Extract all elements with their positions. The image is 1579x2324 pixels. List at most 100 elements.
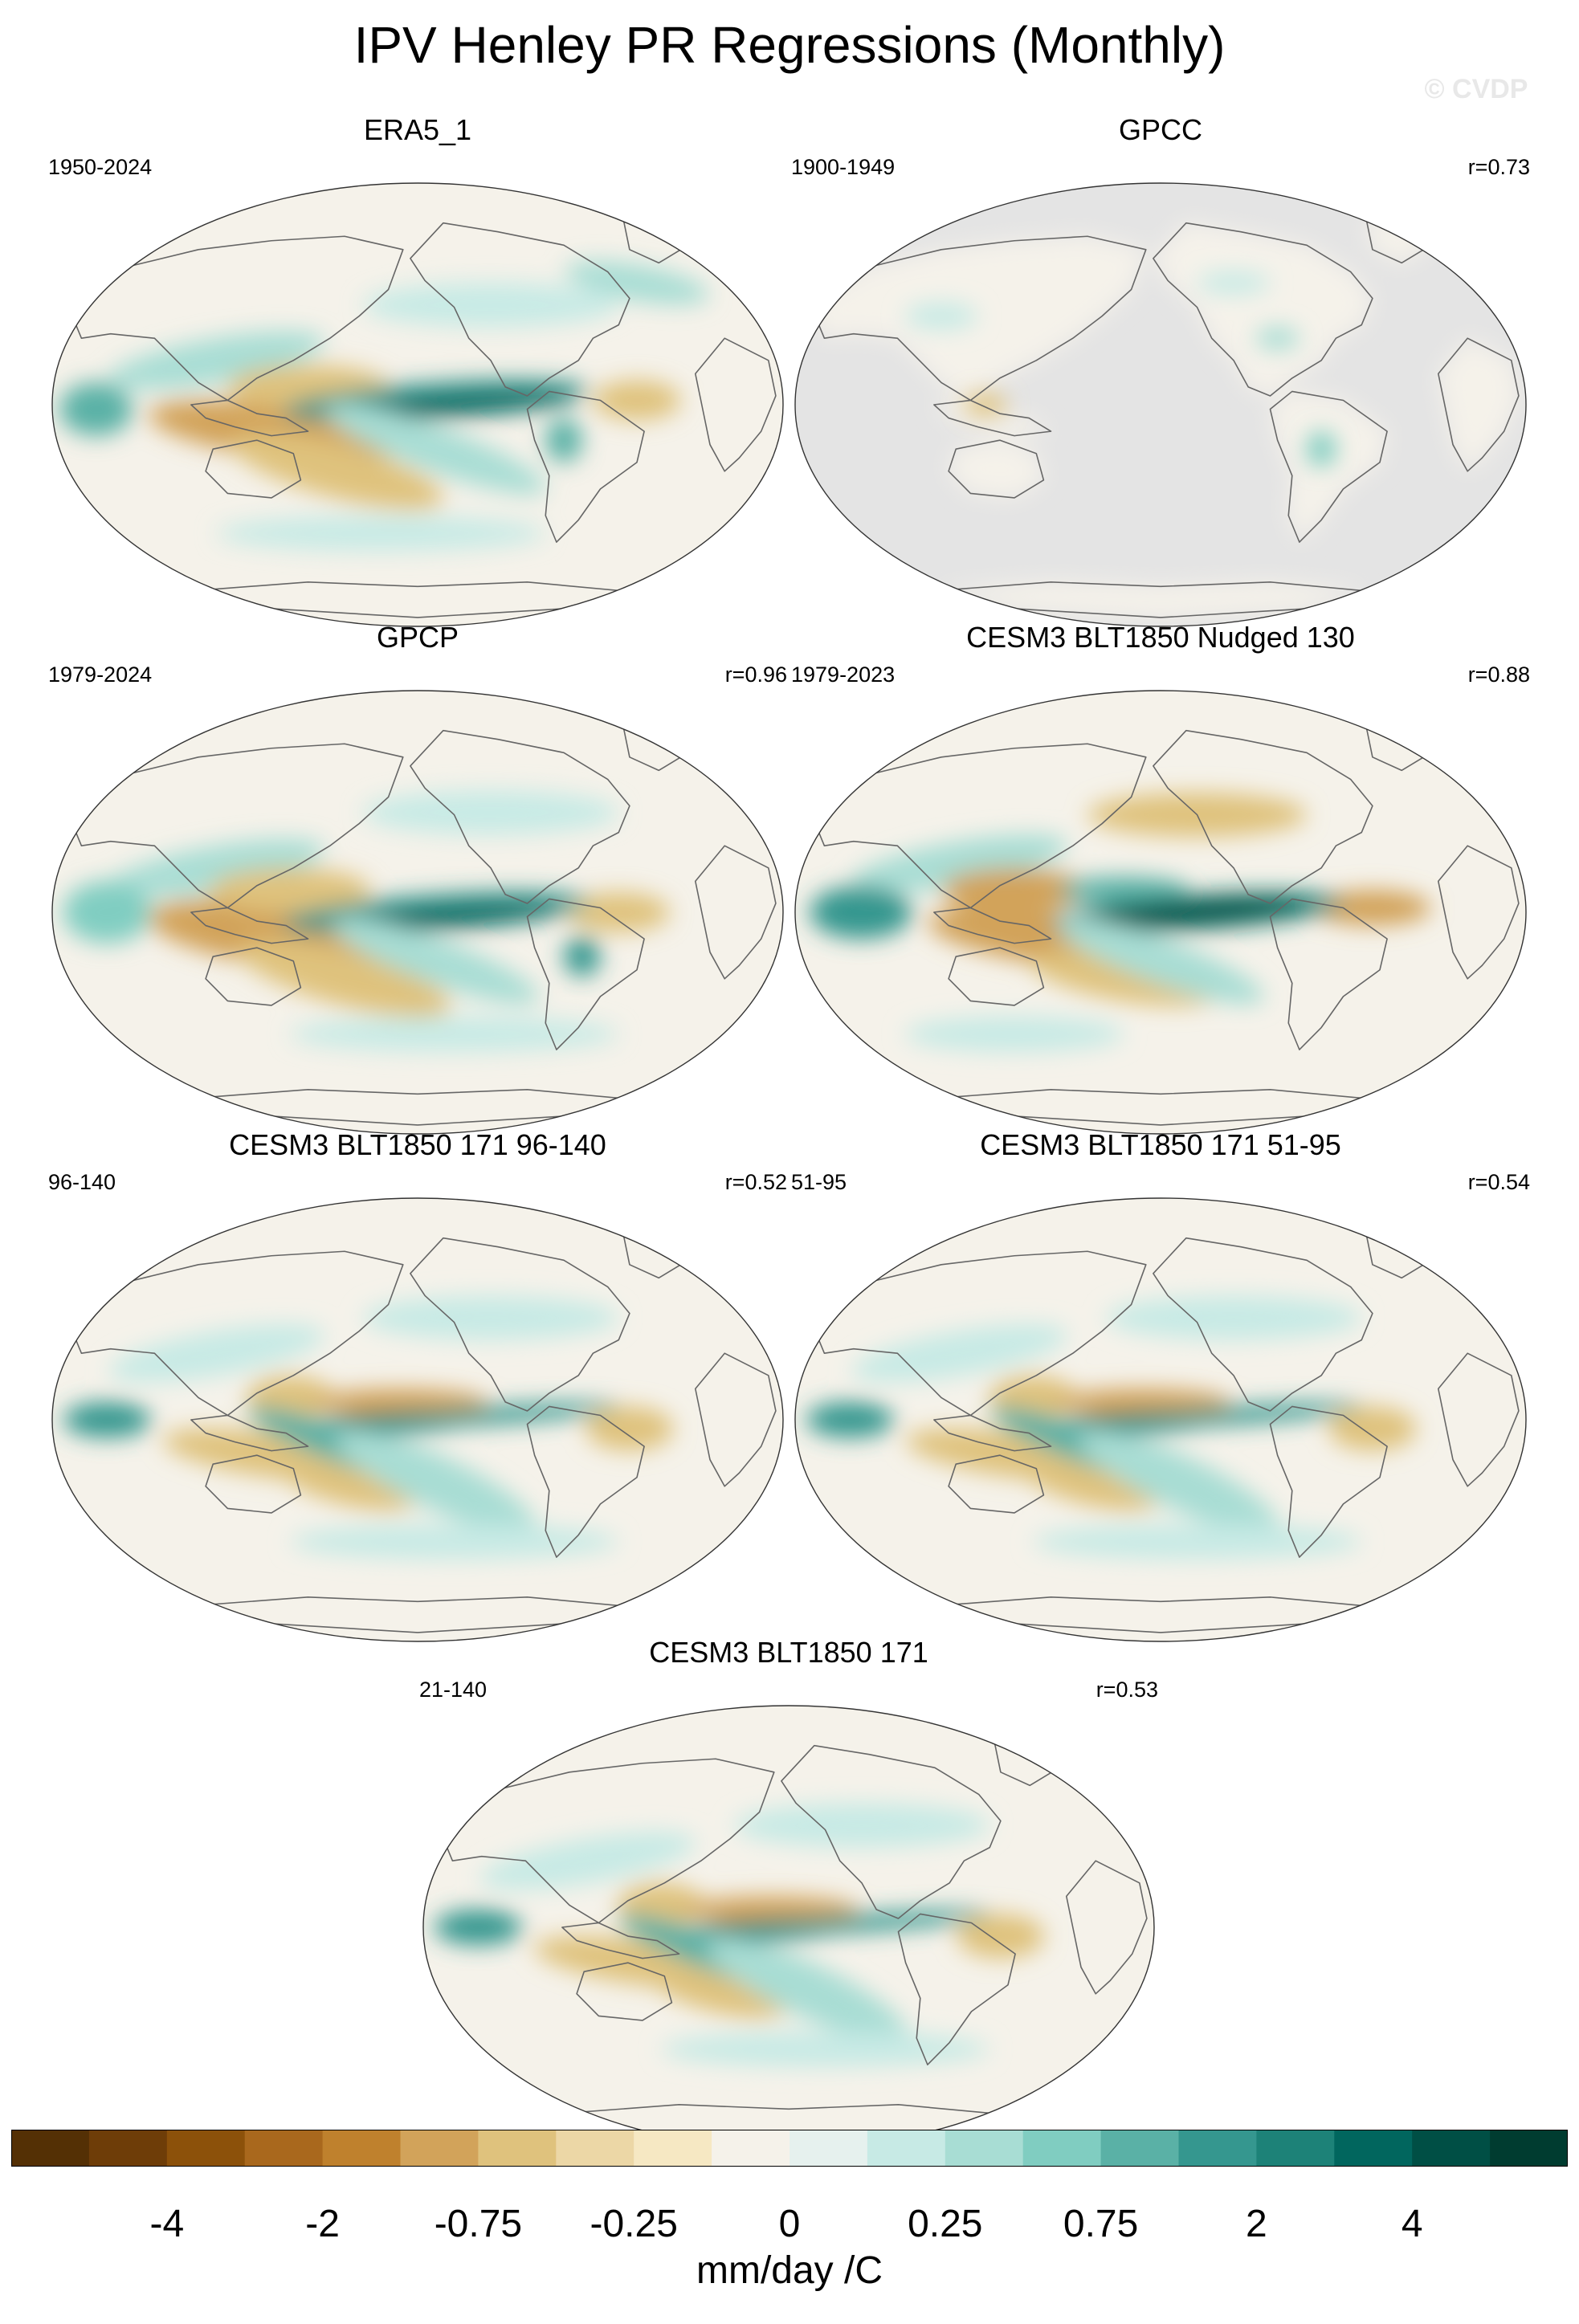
missing-data-background (795, 183, 1526, 626)
panel-title: CESM3 BLT1850 171 51-95 (980, 1128, 1341, 1161)
anomaly-patch (1307, 431, 1336, 467)
maritime-continent-outline (561, 1922, 680, 1959)
land-field (933, 581, 1365, 618)
maritime-continent-outline (933, 399, 1052, 437)
north-america-outline (1153, 1237, 1373, 1412)
australia-outline (948, 947, 1045, 1006)
anomaly-patch (362, 790, 619, 835)
anomaly-patch (545, 418, 582, 463)
anomaly-patch (734, 1910, 989, 1936)
anomaly-patch (1030, 951, 1218, 1006)
anomaly-patch (273, 1453, 416, 1511)
colorbar-tick-label: 2 (1246, 2203, 1267, 2245)
robinson-map (794, 690, 1527, 1135)
anomaly-patch (345, 903, 564, 931)
panel-period: 1950-2024 (48, 155, 153, 179)
panel-title: GPCP (376, 621, 459, 654)
map-boundary (51, 690, 784, 1135)
maritime-continent-outline (933, 907, 1052, 944)
panel-title: CESM3 BLT1850 171 (649, 1636, 928, 1669)
anomaly-patch (567, 892, 670, 932)
anomaly-patch (1016, 1453, 1159, 1511)
colorbar-segment (11, 2130, 90, 2167)
anomaly-patch (806, 1401, 894, 1438)
map-panel-model-51-95: CESM3 BLT1850 171 51-95 51-95 r=0.54 (791, 1127, 1530, 1642)
colorbar-tick-label: -4 (149, 2203, 185, 2245)
robinson-map (51, 1197, 784, 1642)
robinson-map (422, 1705, 1155, 2150)
panel-correlation: r=0.52 (724, 1170, 787, 1194)
anomaly-patch (231, 433, 444, 510)
panel-correlation: r=0.88 (1467, 663, 1530, 687)
anomaly-patch (63, 881, 151, 944)
land-field (933, 400, 1051, 436)
anomaly-patch (59, 382, 133, 436)
map-panel-gpcc: GPCC 1900-1949 r=0.73 (791, 112, 1530, 627)
colorbar-segment (1178, 2130, 1257, 2167)
colorbar-segment (712, 2130, 790, 2167)
south-america-outline (526, 390, 645, 543)
colorbar-tick-label: 0.75 (1063, 2203, 1139, 2245)
anomaly-patch (1087, 899, 1307, 926)
map-panel-gpcp: GPCP 1979-2024 r=0.96 (48, 620, 787, 1135)
north-america-outline (410, 1237, 630, 1412)
australia-outline (948, 439, 1045, 499)
anomaly-patch (1032, 1523, 1362, 1560)
robinson-map (51, 690, 784, 1135)
anomaly-patch (564, 936, 601, 977)
africa-outline (694, 1352, 777, 1487)
anomaly-patch (1328, 1406, 1417, 1451)
colorbar-segment (322, 2130, 401, 2167)
anomaly-patch (810, 885, 912, 940)
colorbar-units: mm/day /C (696, 2249, 883, 2292)
robinson-map (794, 182, 1527, 627)
south-america-outline (1269, 898, 1388, 1050)
map-boundary (794, 1197, 1527, 1642)
anomaly-patch (362, 1295, 619, 1340)
australia-outline (576, 1962, 673, 2021)
land-field (810, 236, 1146, 401)
anomaly-patch (957, 1914, 1045, 1959)
colorbar-segment (478, 2130, 557, 2167)
north-america-outline (410, 222, 630, 397)
anomaly-patch (904, 303, 978, 330)
anomaly-patch (904, 1016, 1124, 1052)
anomaly-patch (1058, 876, 1190, 903)
africa-outline (1065, 1860, 1148, 1995)
colorbar-segment (1334, 2130, 1413, 2167)
panel-period: 1900-1949 (791, 155, 896, 179)
anomaly-patch (325, 404, 546, 495)
eurasia-outline (809, 743, 1147, 909)
maritime-continent-outline (933, 1414, 1052, 1452)
anomaly-patch (1197, 271, 1271, 294)
panel-title: ERA5_1 (363, 113, 472, 146)
south-america-outline (1269, 390, 1388, 543)
eurasia-outline (66, 1250, 404, 1417)
colorbar-segment (1412, 2130, 1491, 2167)
anomaly-patch (362, 283, 619, 328)
anomaly-patch (1105, 1295, 1362, 1340)
colorbar-segment (790, 2130, 868, 2167)
anomaly-patch (963, 393, 1007, 416)
anomaly-patch (593, 380, 681, 421)
colorbar-segment (1256, 2130, 1335, 2167)
map-panel-model-96-140: CESM3 BLT1850 171 96-140 96-140 r=0.52 (48, 1127, 787, 1642)
south-america-outline (1269, 1405, 1388, 1558)
anomaly-patch (585, 1406, 674, 1451)
anomaly-patch (312, 1388, 488, 1416)
anomaly-patch (707, 1937, 908, 2042)
colorbar-tick-label: -2 (305, 2203, 340, 2245)
anomaly-patch (363, 1402, 618, 1429)
panel-period: 51-95 (791, 1170, 847, 1194)
land-field (1270, 391, 1388, 543)
figure-title: IPV Henley PR Regressions (Monthly) (353, 16, 1226, 74)
australia-outline (205, 439, 302, 499)
land-field (949, 440, 1044, 498)
anomaly-patch (289, 1016, 619, 1052)
south-america-outline (897, 1913, 1016, 2065)
colorbar (11, 2130, 1568, 2167)
anomaly-patch (733, 1803, 990, 1848)
anomaly-patch (108, 838, 325, 897)
anomaly-patch (1055, 1388, 1230, 1416)
robinson-map (51, 182, 784, 627)
